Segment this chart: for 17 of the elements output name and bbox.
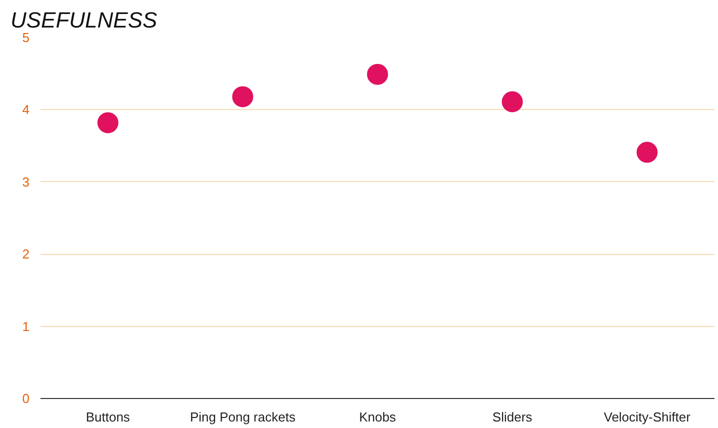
x-tick-label: Knobs [359, 410, 396, 424]
y-tick-label: 5 [22, 30, 30, 45]
point [502, 91, 523, 112]
y-tick-label: 1 [22, 318, 30, 334]
y-tick-label: 4 [22, 102, 30, 118]
point [232, 86, 254, 108]
point [636, 142, 658, 163]
y-tick-label: 3 [22, 174, 30, 190]
x-tick-label: Sliders [492, 410, 533, 424]
x-tick-label: Buttons [86, 410, 130, 424]
x-tick-label: Ping Pong rackets [190, 410, 296, 424]
chart-title: USEFULNESS [10, 8, 158, 32]
x-tick-label: Velocity-Shifter [604, 410, 692, 424]
y-tick-label: 2 [22, 246, 30, 262]
y-tick-label: 0 [22, 391, 30, 406]
point [97, 112, 118, 134]
point [367, 64, 388, 85]
